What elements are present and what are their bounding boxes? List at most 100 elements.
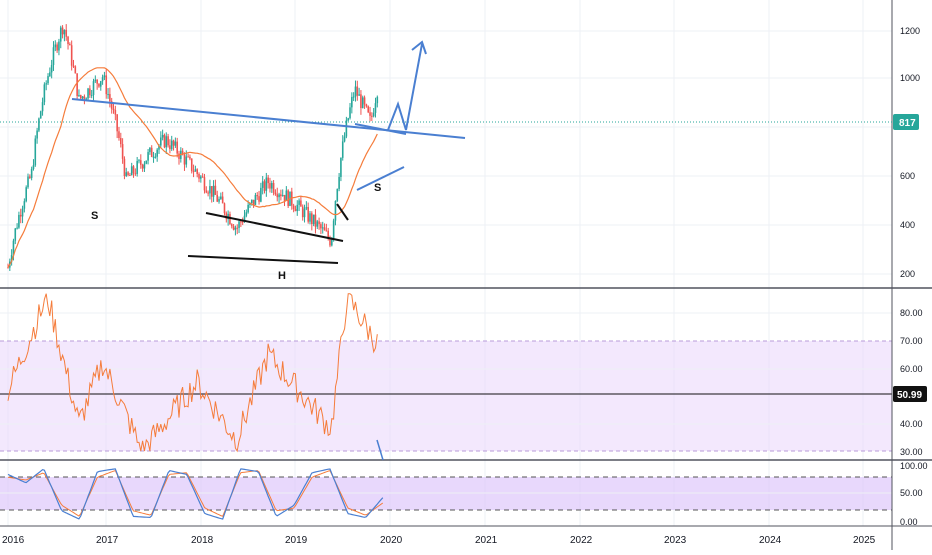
candle-body	[252, 199, 255, 205]
rsi-tick-label: 70.00	[900, 336, 923, 346]
price-tick-label: 600	[900, 171, 915, 181]
candle-body	[36, 130, 38, 139]
candle-body	[352, 96, 355, 98]
candle-body	[209, 186, 211, 194]
candle-body	[119, 138, 122, 145]
candle-body	[343, 136, 346, 142]
candle-body	[70, 45, 73, 66]
candle-body	[221, 196, 224, 204]
candle-body	[81, 96, 84, 99]
candle-body	[238, 221, 240, 228]
projection-arrowhead[interactable]	[411, 40, 427, 55]
candle-body	[223, 203, 226, 214]
candle-body	[130, 166, 133, 176]
candle-body	[127, 172, 129, 175]
rsi-breakout-trendline[interactable]	[376, 439, 384, 461]
candle-body	[369, 112, 371, 116]
candle-body	[172, 140, 175, 146]
candle-body	[14, 228, 17, 241]
candle-body	[134, 173, 137, 175]
breakout-marker-line[interactable]	[336, 203, 349, 221]
wedge-upper-trendline[interactable]	[354, 123, 407, 135]
candle-body	[112, 108, 115, 111]
candle-body	[361, 97, 364, 109]
drawing-tools[interactable]	[71, 40, 466, 461]
stoch-tick-label: 100.00	[900, 461, 928, 471]
projection-arrow[interactable]	[387, 43, 423, 131]
candle-body	[138, 160, 140, 162]
candle-body	[201, 176, 204, 178]
candle-body	[110, 101, 113, 109]
candle-body	[76, 73, 78, 97]
candle-body	[334, 201, 337, 221]
time-tick-label: 2025	[853, 535, 876, 546]
pattern-upper-line[interactable]	[205, 212, 344, 242]
time-tick-label: 2018	[191, 535, 214, 546]
time-axis[interactable]: 2016 2017 2018 2019 2020 2021 2022 2023 …	[2, 535, 876, 546]
pattern-lower-line[interactable]	[187, 255, 339, 264]
moving-average-line	[7, 67, 378, 268]
candlestick-series	[7, 24, 379, 272]
stoch-axis[interactable]: 100.00 50.00 0.00	[900, 461, 928, 527]
candle-body	[345, 120, 348, 137]
price-tick-label: 1200	[900, 26, 920, 36]
candle-body	[260, 187, 262, 202]
candle-body	[287, 190, 289, 206]
candle-body	[305, 207, 308, 209]
candle-body	[67, 36, 69, 45]
candle-body	[325, 230, 328, 232]
candle-body	[79, 95, 82, 99]
candle-body	[365, 104, 368, 107]
candle-body	[90, 95, 93, 97]
candle-body	[356, 86, 359, 96]
candle-body	[301, 206, 304, 218]
candle-body	[32, 165, 35, 170]
candle-body	[167, 136, 169, 146]
candle-body	[189, 156, 191, 159]
candle-body	[50, 64, 53, 73]
candle-body	[307, 207, 309, 222]
candle-body	[294, 208, 297, 212]
time-tick-label: 2019	[285, 535, 308, 546]
candle-body	[39, 111, 42, 119]
candle-body	[280, 194, 282, 197]
candle-body	[78, 95, 80, 97]
candle-body	[87, 88, 89, 99]
candle-body	[276, 194, 279, 198]
candle-body	[12, 240, 15, 256]
candle-body	[329, 238, 331, 246]
candle-body	[41, 102, 44, 112]
candle-body	[203, 177, 206, 191]
candle-body	[141, 164, 144, 169]
candle-body	[85, 98, 88, 100]
candle-body	[269, 183, 271, 189]
candle-body	[147, 152, 149, 161]
candle-body	[250, 199, 253, 203]
candle-body	[363, 97, 366, 105]
candle-body	[105, 75, 108, 95]
rsi-axis[interactable]: 80.00 70.00 60.00 40.00 30.00	[900, 308, 923, 457]
wedge-lower-trendline[interactable]	[356, 166, 405, 191]
candle-body	[160, 137, 162, 146]
candle-body	[347, 118, 349, 121]
candle-body	[371, 115, 373, 117]
candle-body	[152, 156, 155, 158]
candle-body	[65, 29, 68, 37]
candle-body	[45, 83, 48, 85]
neckline-trendline[interactable]	[71, 98, 466, 139]
candle-body	[285, 190, 288, 201]
candle-body	[107, 94, 109, 96]
candle-body	[190, 158, 193, 172]
price-tick-label: 200	[900, 269, 915, 279]
candle-body	[150, 147, 153, 157]
candle-body	[7, 267, 9, 269]
candle-body	[229, 213, 231, 225]
candle-body	[323, 227, 326, 231]
candle-body	[314, 214, 317, 227]
candle-body	[278, 194, 280, 198]
last-price-label: 817	[899, 118, 916, 129]
price-tick-label: 400	[900, 220, 915, 230]
